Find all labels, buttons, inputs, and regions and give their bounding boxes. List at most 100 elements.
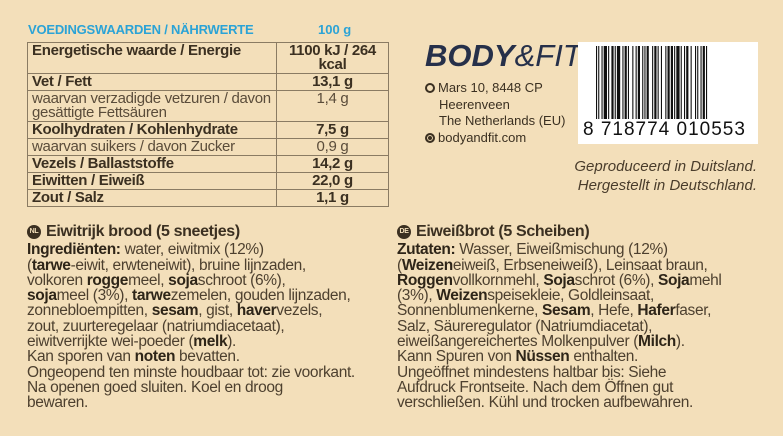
ingredient-text: schrot (6%), bbox=[574, 271, 658, 289]
address-line: Mars 10, 8448 CP bbox=[438, 80, 543, 95]
barcode-bar bbox=[632, 46, 634, 120]
nutrient-value: 14,2 g bbox=[275, 155, 390, 173]
nl-flag-badge-icon: NL bbox=[27, 224, 41, 239]
barcode-bar bbox=[601, 46, 603, 120]
allergen-text: haver bbox=[236, 302, 277, 320]
ingredient-line: Ingrediënten: water, eiwitmix (12%) bbox=[27, 241, 355, 259]
allergen-text: Sesam bbox=[542, 302, 591, 320]
nutrient-value: 1100 kJ / 264 kcal bbox=[275, 42, 390, 74]
barcode-bar bbox=[652, 46, 654, 120]
ingredient-text: enthalten. bbox=[569, 348, 638, 366]
ingredient-text: eiweißangereichertes Molkenpulver ( bbox=[397, 333, 639, 351]
ingredient-line: zonnebloempitten, sesam, gist, haverveze… bbox=[27, 302, 355, 320]
address-block: Mars 10, 8448 CP Heerenveen The Netherla… bbox=[425, 80, 565, 146]
ingredient-text: zemelen, gouden lijnzaden, bbox=[170, 287, 351, 305]
nutrient-label: waarvan verzadigde vetzuren / davon gesä… bbox=[27, 90, 277, 122]
allergen-text: Soja bbox=[543, 271, 575, 289]
barcode-bar bbox=[622, 46, 624, 120]
nutrient-label: Vet / Fett bbox=[27, 73, 277, 91]
barcode-bar bbox=[702, 46, 705, 128]
barcode-bar bbox=[660, 46, 662, 120]
ingredient-text: ). bbox=[227, 333, 236, 351]
website-link[interactable]: bodyandfit.com bbox=[438, 129, 527, 145]
ingredient-text: water, eiwitmix (12%) bbox=[120, 241, 264, 259]
ingredient-text: bevatten. bbox=[175, 348, 240, 366]
ingredient-line: Roggenvollkornmehl, Sojaschrot (6%), Soj… bbox=[397, 271, 722, 289]
ingredient-text: Ungeöffnet mindestens haltbar bis: Siehe bbox=[397, 363, 667, 381]
ingredient-text: Wasser, Eiweißmischung (12%) bbox=[455, 241, 668, 259]
nutrient-label: Energetische waarde / Energie bbox=[27, 42, 277, 74]
body-and-fit-logo: BODY&FIT bbox=[425, 38, 582, 73]
ingredient-line: Salz, Säureregulator (Natriumdiacetat), bbox=[397, 317, 722, 335]
country-of-manufacture: Geproduceerd in Duitsland. Hergestellt i… bbox=[552, 157, 757, 195]
nutrition-per-unit: 100 g bbox=[318, 22, 352, 37]
ingredient-line: Kan sporen van noten bevatten. bbox=[27, 348, 355, 366]
ingredient-line: (3%), Weizenspeisekleie, Goldleinsaat, bbox=[397, 287, 722, 305]
ingredients-nl: NL Eiwitrijk brood (5 sneetjes) Ingrediën… bbox=[27, 223, 355, 411]
ingredient-line: Ungeöffnet mindestens haltbar bis: Siehe bbox=[397, 363, 722, 381]
ingredient-text: Ongeopend ten minste houdbaar tot: zie v… bbox=[27, 363, 355, 381]
barcode-bar bbox=[637, 46, 640, 120]
barcode-bar bbox=[627, 46, 629, 120]
barcode-bar bbox=[700, 46, 702, 120]
nutrition-row: Energetische waarde / Energie 1100 kJ / 2… bbox=[27, 42, 390, 74]
allergen-text: tarwe bbox=[31, 256, 71, 274]
nutrient-label: waarvan suikers / davon Zucker bbox=[27, 138, 277, 156]
nutrient-value: 1,1 g bbox=[275, 189, 390, 207]
ingredient-line: bewaren. bbox=[27, 395, 355, 411]
barcode-bar bbox=[646, 46, 649, 120]
allergen-text: Roggen bbox=[397, 271, 453, 289]
product-title-de: Eiweißbrot (5 Scheiben) bbox=[416, 223, 590, 240]
allergen-text: Nüssen bbox=[515, 348, 570, 366]
ingredient-text: -eiwit, erwteneiwit), bruine lijnzaden, bbox=[70, 256, 307, 274]
barcode-bar bbox=[680, 46, 682, 120]
ingredient-line: (Weizeneiweiß, Erbseneiweiß), Leinsaat b… bbox=[397, 256, 722, 274]
barcode-bar bbox=[674, 46, 676, 120]
ingredient-text: schroot (6%), bbox=[197, 271, 286, 289]
ingredient-text: zonnebloempitten, bbox=[27, 302, 152, 320]
ingredients-de: DE Eiweißbrot (5 Scheiben) Zutaten: Wasse… bbox=[397, 223, 722, 411]
ingredient-line: eiwitverrijkte wei-poeder (melk). bbox=[27, 333, 355, 351]
barcode-bar bbox=[644, 46, 646, 120]
barcode-number: 8 718774 010553 bbox=[581, 119, 748, 141]
allergen-text: Weizen bbox=[401, 256, 453, 274]
nutrition-row: Vezels / Ballaststoffe 14,2 g bbox=[27, 155, 390, 173]
location-pin-icon bbox=[425, 83, 435, 93]
nutrient-label: Eiwitten / Eiweiß bbox=[27, 172, 277, 190]
nutrient-value: 1,4 g bbox=[275, 90, 390, 122]
barcode-bar bbox=[596, 46, 598, 128]
allergen-text: Milch bbox=[638, 333, 676, 351]
nutrient-value: 22,0 g bbox=[275, 172, 390, 190]
made-in-de: Hergestellt in Deutschland. bbox=[577, 177, 757, 194]
nutrition-row: waarvan suikers / davon Zucker 0,9 g bbox=[27, 138, 390, 156]
barcode-bar bbox=[690, 46, 692, 120]
barcode-bar bbox=[603, 46, 607, 120]
ingredient-text: Na openen goed sluiten. Koel en droog bbox=[27, 378, 283, 396]
ingredient-text: ( bbox=[397, 256, 402, 274]
barcode-bar bbox=[611, 46, 614, 120]
ingredient-text: (3%), bbox=[397, 287, 437, 305]
allergen-text: soja bbox=[27, 287, 57, 305]
ingredient-line: verschließen. Kühl und trocken aufbewahr… bbox=[397, 395, 722, 411]
allergen-text: Weizen bbox=[436, 287, 488, 305]
nutrient-value: 7,5 g bbox=[275, 121, 390, 139]
ingredient-text: Salz, Säureregulator (Natriumdiacetat), bbox=[397, 317, 653, 335]
ingredient-text: meel, bbox=[128, 271, 169, 289]
ingredient-line: Sonnenblumenkerne, Sesam, Hefe, Haferfas… bbox=[397, 302, 722, 320]
nutrition-row: Vet / Fett 13,1 g bbox=[27, 73, 390, 91]
nutrition-title: VOEDINGSWAARDEN / NÄHRWERTE bbox=[28, 22, 254, 37]
ingredient-text: speisekleie, Goldleinsaat, bbox=[487, 287, 654, 305]
nutrition-table: Energetische waarde / Energie 1100 kJ / 2… bbox=[27, 42, 390, 207]
ingredient-line: (tarwe-eiwit, erwteneiwit), bruine lijnz… bbox=[27, 256, 355, 274]
address-line: Heerenveen bbox=[439, 96, 510, 112]
nutrition-row: Eiwitten / Eiweiß 22,0 g bbox=[27, 172, 390, 190]
de-flag-badge-icon: DE bbox=[397, 224, 411, 239]
nutrient-label: Koolhydraten / Kohlenhydrate bbox=[27, 121, 277, 139]
nutrient-value: 0,9 g bbox=[275, 138, 390, 156]
barcode-bars bbox=[596, 46, 708, 128]
barcode-bar bbox=[667, 46, 670, 120]
ingredient-line: Ongeopend ten minste houdbaar tot: zie v… bbox=[27, 363, 355, 381]
allergen-text: rogge bbox=[86, 271, 129, 289]
allergen-text: Zutaten: bbox=[397, 241, 456, 259]
ingredient-text: zout, zuurteregelaar (natriumdiacetaat), bbox=[27, 317, 285, 335]
